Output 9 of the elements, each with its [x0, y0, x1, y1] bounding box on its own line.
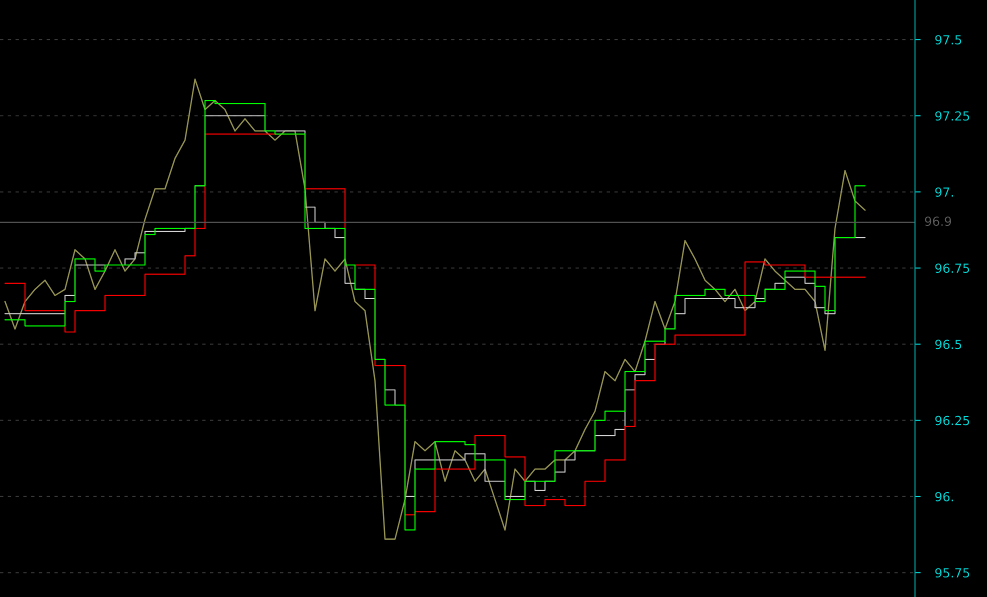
y-tick-label: 96.75 — [935, 264, 970, 273]
ref-line-label: 96.9 — [924, 216, 952, 226]
y-tick-label: 97.5 — [935, 35, 962, 45]
y-tick-label: 95.75 — [935, 568, 970, 578]
y-tick-label: 96. — [935, 492, 953, 502]
y-tick-label: 97.25 — [935, 111, 970, 121]
y-tick-label: 97. — [935, 187, 953, 197]
y-tick-label: 96.5 — [935, 340, 962, 350]
y-tick-label: 96.25 — [935, 416, 970, 426]
